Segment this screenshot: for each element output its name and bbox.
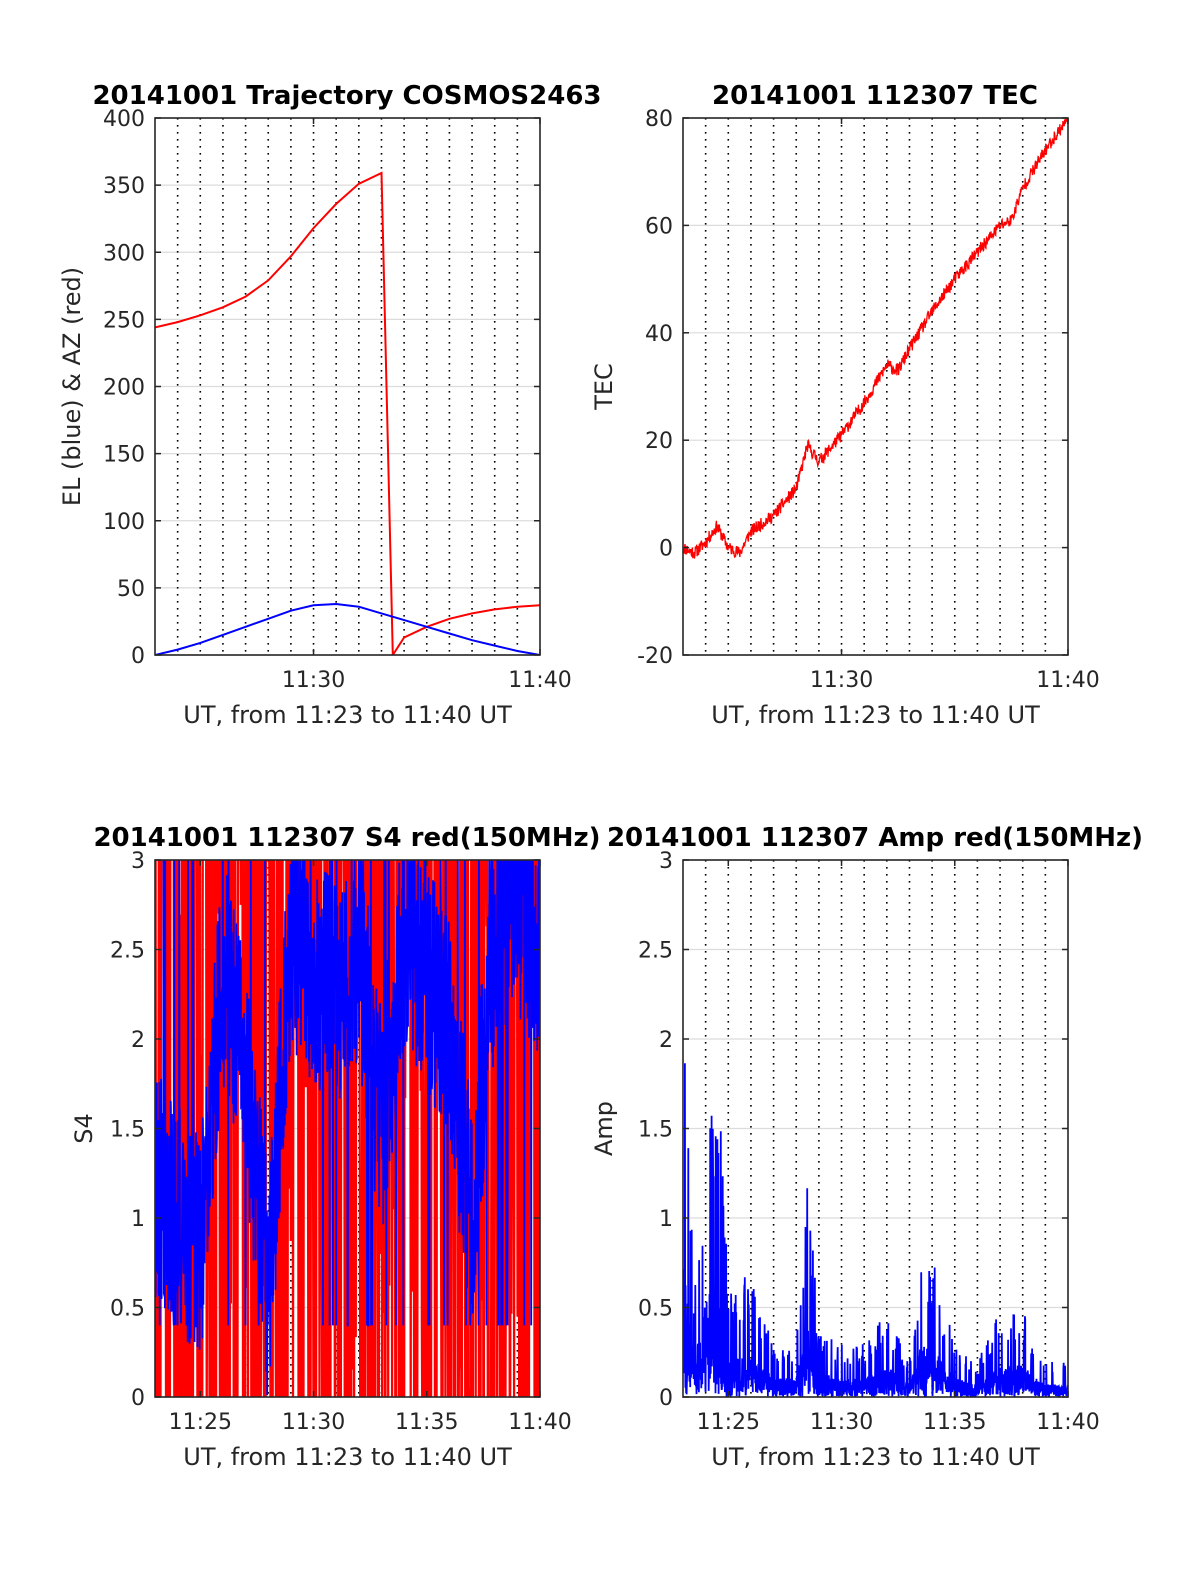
x-tick-label: 11:40 <box>508 1410 571 1435</box>
y-axis-label: S4 <box>70 1113 98 1144</box>
y-tick-label: 300 <box>103 241 145 266</box>
tec-line <box>683 118 1068 559</box>
y-tick-label: 3 <box>659 849 673 874</box>
y-tick-label: 400 <box>103 107 145 132</box>
y-tick-label: 2.5 <box>110 939 145 964</box>
axes-box <box>682 117 1069 656</box>
chart-title: 20141001 112307 S4 red(150MHz) <box>93 823 600 853</box>
chart-title: 20141001 112307 TEC <box>712 81 1038 111</box>
y-tick-label: 0 <box>131 644 145 669</box>
y-tick-label: 2.5 <box>638 939 673 964</box>
plot-s4: 0 0.5 1 1.5 2 2.5 3 11:25 11:30 11:35 11:40 2014100… <box>70 823 601 1471</box>
x-tick-label: 11:35 <box>395 1410 458 1435</box>
s4-blue-line <box>155 860 540 1396</box>
x-axis-label: UT, from 11:23 to 11:40 UT <box>711 1443 1040 1471</box>
y-tick-label: 0 <box>659 1386 673 1411</box>
y-tick-label: 1 <box>659 1207 673 1232</box>
x-tick-label: 11:30 <box>282 668 345 693</box>
y-tick-label: 0 <box>659 537 673 562</box>
y-tick-label: 150 <box>103 443 145 468</box>
x-tick-label: 11:30 <box>810 668 873 693</box>
plot-tec: -20 0 20 40 60 80 11:30 11:40 20141001 112307 TE… <box>590 81 1100 729</box>
y-tick-label: 20 <box>645 429 673 454</box>
y-tick-label: 3 <box>131 849 145 874</box>
x-tick-label: 11:25 <box>697 1410 760 1435</box>
plot-area <box>155 171 540 655</box>
y-axis-label: TEC <box>590 363 618 411</box>
plot-area <box>155 860 540 1397</box>
x-tick-label: 11:30 <box>810 1410 873 1435</box>
y-tick-label: 50 <box>117 577 145 602</box>
y-tick-label: 1 <box>131 1207 145 1232</box>
y-tick-label: 0.5 <box>638 1297 673 1322</box>
amp-line <box>683 1063 1068 1397</box>
y-tick-label: 1.5 <box>110 1118 145 1143</box>
y-tick-label: 40 <box>645 322 673 347</box>
chart-title: 20141001 Trajectory COSMOS2463 <box>92 81 601 111</box>
x-axis-label: UT, from 11:23 to 11:40 UT <box>183 701 512 729</box>
y-tick-label: 2 <box>131 1028 145 1053</box>
x-tick-label: 11:40 <box>1036 1410 1099 1435</box>
plot-amp: 0 0.5 1 1.5 2 2.5 3 11:25 11:30 11:35 11:40 2014100… <box>590 823 1143 1471</box>
azimuth-line <box>155 171 540 655</box>
x-tick-label: 11:40 <box>508 668 571 693</box>
x-axis-label: UT, from 11:23 to 11:40 UT <box>183 1443 512 1471</box>
plot-area <box>683 118 1068 559</box>
x-axis-label: UT, from 11:23 to 11:40 UT <box>711 701 1040 729</box>
y-tick-label: 200 <box>103 376 145 401</box>
x-tick-label: 11:25 <box>169 1410 232 1435</box>
elevation-line <box>155 602 540 655</box>
y-tick-label: 0 <box>131 1386 145 1411</box>
y-tick-label: 1.5 <box>638 1118 673 1143</box>
x-tick-label: 11:35 <box>923 1410 986 1435</box>
chart-title: 20141001 112307 Amp red(150MHz) <box>607 823 1143 853</box>
y-tick-label: 250 <box>103 308 145 333</box>
y-tick-label: 2 <box>659 1028 673 1053</box>
y-tick-label: 100 <box>103 510 145 535</box>
y-axis-label: Amp <box>590 1101 618 1156</box>
plot-area <box>683 1063 1068 1397</box>
y-tick-label: -20 <box>637 644 673 669</box>
y-tick-label: 0.5 <box>110 1297 145 1322</box>
y-axis-label: EL (blue) & AZ (red) <box>58 267 86 506</box>
x-tick-label: 11:40 <box>1036 668 1099 693</box>
plot-trajectory: 0 50 100 150 200 250 300 350 400 11:30 11:40 201410… <box>58 81 602 729</box>
x-tick-label: 11:30 <box>282 1410 345 1435</box>
y-tick-label: 80 <box>645 107 673 132</box>
y-tick-label: 60 <box>645 214 673 239</box>
y-tick-label: 350 <box>103 174 145 199</box>
